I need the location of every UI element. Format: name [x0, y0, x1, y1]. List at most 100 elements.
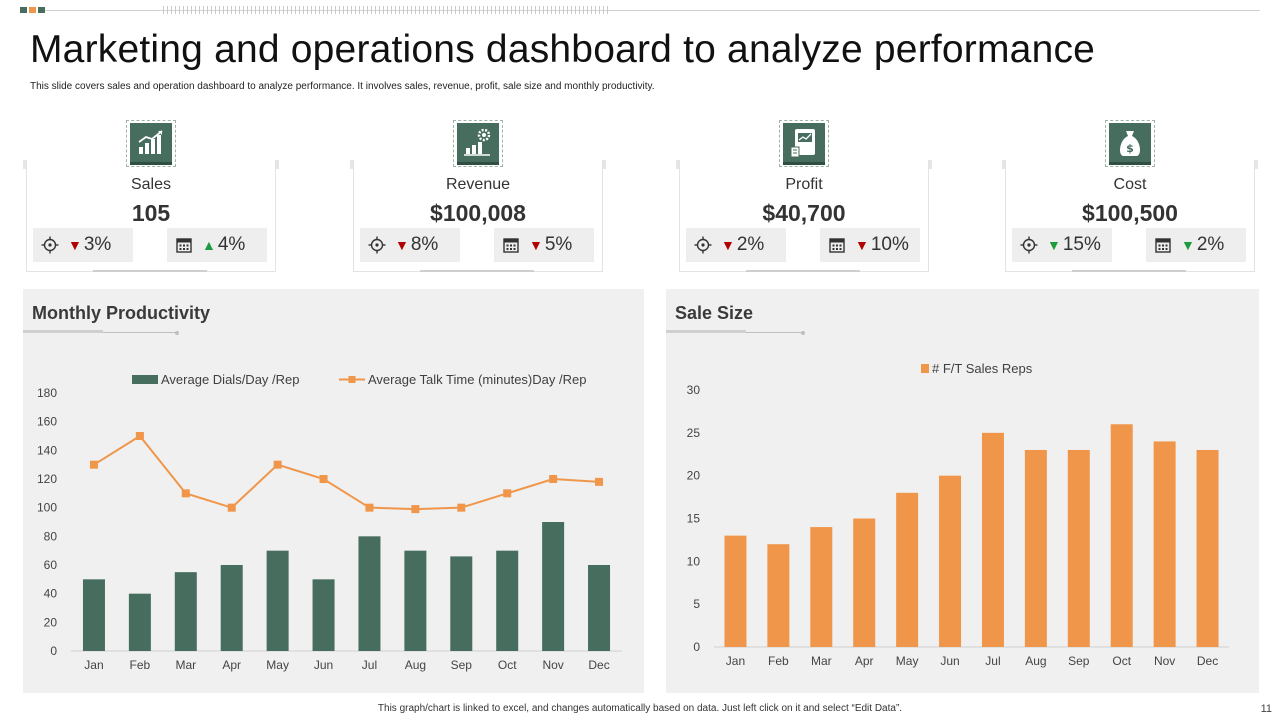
- x-tick-label: Jul: [985, 654, 1000, 668]
- kpi-icon-frame: $: [1105, 120, 1155, 167]
- y-tick-label: 100: [37, 501, 57, 515]
- svg-text:$: $: [1126, 142, 1134, 155]
- x-tick-label: Mar: [175, 658, 196, 672]
- y-tick-label: 160: [37, 415, 57, 429]
- x-tick-label: Jan: [84, 658, 103, 672]
- y-tick-label: 120: [37, 472, 57, 486]
- kpi-calendar-metric: ▼ 5%: [494, 228, 594, 262]
- line-point: [135, 432, 144, 440]
- profit-document-icon: [790, 129, 815, 158]
- kpi-target-metric: ▼ 2%: [686, 228, 786, 262]
- bar: [266, 550, 289, 651]
- down-arrow-icon: ▼: [721, 237, 735, 253]
- up-arrow-icon: ▼: [1181, 237, 1195, 253]
- line-point: [365, 503, 374, 512]
- x-tick-label: Oct: [498, 658, 517, 672]
- y-tick-label: 140: [37, 443, 57, 457]
- up-arrow-icon: ▼: [1047, 237, 1061, 253]
- calendar-icon: [176, 238, 192, 253]
- x-tick-label: May: [896, 654, 919, 668]
- kpi-calendar-value: 5%: [544, 234, 573, 255]
- target-icon: [694, 236, 712, 254]
- bar: [1196, 449, 1219, 647]
- top-divider: [45, 10, 1260, 11]
- calendar-icon: [503, 238, 519, 253]
- top-tick-pattern: [163, 6, 611, 14]
- x-tick-label: Dec: [1197, 654, 1218, 668]
- target-icon: [1020, 236, 1038, 254]
- kpi-name: Sales: [130, 176, 172, 193]
- x-tick-label: May: [266, 658, 289, 672]
- kpi-underline: [1072, 270, 1186, 272]
- legend-label: Average Dials/Day /Rep: [161, 372, 300, 387]
- y-tick-label: 20: [44, 615, 58, 629]
- x-tick-label: Nov: [542, 658, 563, 672]
- bar: [1024, 449, 1047, 647]
- kpi-calendar-metric: ▲ 4%: [167, 228, 267, 262]
- y-tick-label: 5: [693, 597, 700, 611]
- down-arrow-icon: ▼: [855, 237, 869, 253]
- line-point: [89, 460, 98, 469]
- money-bag-icon: $: [1120, 131, 1140, 156]
- panel-title: Sale Size: [675, 303, 754, 323]
- bar: [542, 522, 565, 651]
- y-tick-label: 0: [50, 644, 57, 658]
- monthly-productivity-panel: Monthly Productivity 0 20 40 60 80 100 120 140 1…: [23, 289, 644, 693]
- line-point: [227, 503, 236, 512]
- up-arrow-icon: ▲: [202, 237, 216, 253]
- down-arrow-icon: ▼: [68, 237, 82, 253]
- kpi-card-revenue: Revenue $100,008 ▼ 8% ▼ 5%: [350, 120, 606, 273]
- kpi-card-cost: $ Cost $100,500 ▼ 15% ▼ 2%: [1002, 120, 1258, 273]
- kpi-target-value: 15%: [1062, 234, 1101, 255]
- kpi-underline: [746, 270, 860, 272]
- line-point: [549, 475, 558, 483]
- legend-label: # F/T Sales Reps: [932, 361, 1033, 376]
- line-point: [181, 489, 190, 498]
- panel-title: Monthly Productivity: [32, 303, 211, 323]
- y-tick-label: 15: [687, 512, 701, 526]
- panel-title-rule-accent: [666, 330, 746, 333]
- kpi-underline: [93, 270, 207, 272]
- bar: [981, 432, 1004, 647]
- kpi-target-value: 3%: [83, 234, 112, 255]
- kpi-value: 105: [131, 200, 171, 226]
- bar: [220, 565, 243, 651]
- legend-label: Average Talk Time (minutes)Day /Rep: [368, 372, 586, 387]
- x-tick-label: Apr: [855, 654, 874, 668]
- bar: [174, 572, 197, 651]
- line-point: [503, 489, 512, 498]
- kpi-value: $100,500: [1082, 200, 1178, 226]
- y-tick-label: 30: [687, 383, 701, 397]
- x-tick-label: Oct: [1112, 654, 1131, 668]
- line-point: [457, 503, 466, 512]
- bar: [404, 550, 427, 651]
- bar: [450, 556, 473, 651]
- kpi-name: Cost: [1113, 176, 1147, 193]
- bar: [724, 535, 747, 647]
- panel-title-rule-dot: [801, 331, 805, 335]
- bar: [853, 518, 876, 647]
- calendar-icon: [829, 238, 845, 253]
- kpi-target-value: 2%: [736, 234, 765, 255]
- bar: [1067, 449, 1090, 647]
- footer-note: This graph/chart is linked to excel, and…: [377, 703, 903, 714]
- kpi-value: $100,008: [430, 200, 526, 226]
- y-tick-label: 80: [44, 529, 58, 543]
- y-tick-label: 180: [37, 386, 57, 400]
- x-tick-label: Jun: [940, 654, 959, 668]
- x-tick-label: Feb: [768, 654, 789, 668]
- x-tick-label: Sep: [451, 658, 473, 672]
- kpi-card-profit: Profit $40,700 ▼ 2% ▼ 10%: [676, 120, 932, 273]
- y-tick-label: 20: [687, 469, 701, 483]
- kpi-target-metric: ▼ 8%: [360, 228, 460, 262]
- x-tick-label: Jan: [726, 654, 745, 668]
- y-tick-label: 60: [44, 558, 58, 572]
- line-point: [595, 477, 604, 486]
- bar: [358, 536, 381, 651]
- kpi-calendar-value: 4%: [217, 234, 246, 255]
- calendar-icon: [1155, 238, 1171, 253]
- kpi-underline: [420, 270, 534, 272]
- bar: [128, 593, 151, 651]
- kpi-card-sales: Sales 105 ▼ 3% ▲ 4%: [23, 120, 279, 273]
